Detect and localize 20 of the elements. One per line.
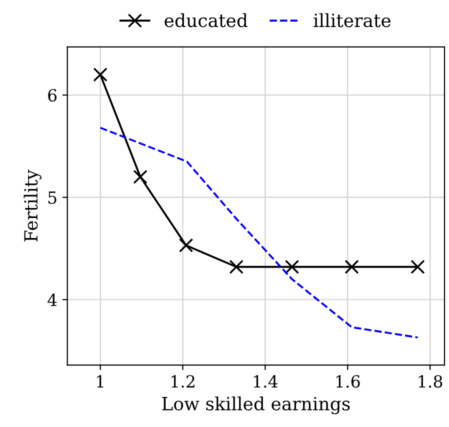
legend-label: illiterate: [314, 13, 391, 28]
x-tick-label: 1.4: [254, 375, 278, 388]
point: [284, 260, 300, 274]
legend-label: educated: [164, 13, 248, 28]
y-axis-title: Fertility: [24, 170, 42, 242]
x-tick-label: 1.2: [172, 375, 194, 388]
y-tick-label: 5: [48, 192, 56, 204]
point: [178, 238, 194, 253]
x-tick-label: 1: [97, 375, 104, 388]
y-tick-label: 4: [48, 294, 57, 306]
point: [410, 260, 425, 274]
y-tick-label: 6: [48, 89, 57, 102]
point: [93, 67, 108, 82]
x-tick-label: 1.6: [336, 375, 360, 388]
point: [344, 260, 359, 274]
point: [229, 260, 244, 274]
line-series: [99, 126, 419, 338]
x-axis-title: Low skilled earnings: [162, 396, 350, 414]
point: [133, 170, 148, 184]
x-tick-label: 1.8: [418, 375, 442, 388]
